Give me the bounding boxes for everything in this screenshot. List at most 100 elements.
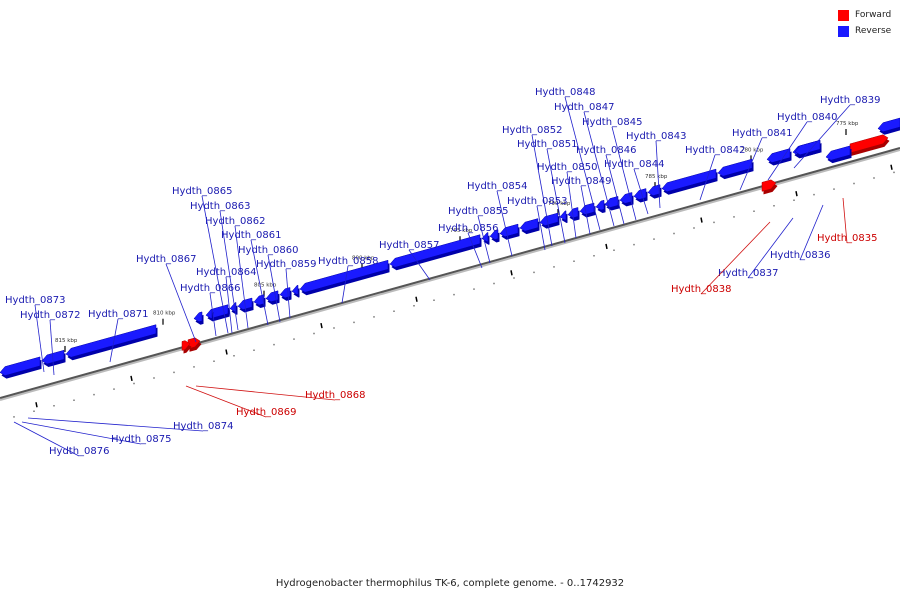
gene-block[interactable] [499,223,519,237]
gene-label[interactable]: Hydth_0849 [551,176,612,187]
gene-label[interactable]: Hydth_0854 [467,181,528,192]
gene-label[interactable]: Hydth_0864 [196,267,257,278]
gene-leader-line [799,204,824,261]
gene-label[interactable]: Hydth_0869 [236,407,297,418]
gene-block[interactable] [291,284,299,295]
gene-label[interactable]: Hydth_0837 [718,268,779,279]
gene-block[interactable] [489,229,499,240]
gene-leader-line [546,148,566,244]
gene-block[interactable] [539,212,559,226]
scale-tick-label: 790 kbp [548,201,571,207]
gene-leader-line [21,421,142,445]
gene-label[interactable]: Hydth_0835 [817,233,878,244]
gene-label[interactable]: Hydth_0839 [820,95,881,106]
gene-block[interactable] [193,311,203,322]
gene-leader-line [580,185,591,235]
gene-block[interactable] [65,324,157,358]
gene-leader-line [185,385,267,418]
gene-leader-line [700,221,771,295]
gene-label[interactable]: Hydth_0836 [770,250,831,261]
gene-label[interactable]: Hydth_0862 [205,216,266,227]
gene-label[interactable]: Hydth_0860 [238,245,299,256]
gene-label[interactable]: Hydth_0866 [180,283,241,294]
gene-leader-line [225,276,233,334]
major-tick [35,402,38,408]
gene-label[interactable]: Hydth_0856 [438,223,499,234]
gene-label[interactable]: Hydth_0876 [49,446,110,457]
gene-block[interactable] [619,192,633,204]
gene-label[interactable]: Hydth_0852 [502,125,563,136]
gene-label[interactable]: Hydth_0873 [5,295,66,306]
gene-leader-line [566,171,577,239]
gene-label[interactable]: Hydth_0855 [448,206,509,217]
gene-block[interactable] [647,184,661,196]
gene-label[interactable]: Hydth_0875 [111,434,172,445]
gene-block[interactable] [481,232,489,242]
gene-leader-line [611,126,637,221]
gene-label[interactable]: Hydth_0838 [671,284,732,295]
scale-tick-label: 800 kbp [352,255,375,261]
gene-labels: Hydth_0835 Hydth_0836 Hydth_0837 Hydth_0838… [5,87,881,457]
gene-label[interactable]: Hydth_0851 [517,139,578,150]
gene-block[interactable] [794,139,821,156]
gene-label[interactable]: Hydth_0842 [685,145,746,156]
gene-label[interactable]: Hydth_0863 [190,201,251,212]
gene-label[interactable]: Hydth_0857 [379,240,440,251]
gene-label[interactable]: Hydth_0872 [20,310,81,321]
gene-block[interactable] [205,308,213,319]
gene-label[interactable]: Hydth_0840 [777,112,838,123]
gene-label[interactable]: Hydth_0858 [318,256,379,267]
gene-leader-line [467,232,483,269]
gene-label[interactable]: Hydth_0847 [554,102,615,113]
gene-block[interactable] [0,356,41,376]
gene-leader-line [13,421,80,457]
gene-leader-line [477,215,491,264]
gene-label[interactable]: Hydth_0867 [136,254,197,265]
gene-label[interactable]: Hydth_0871 [88,309,149,320]
gene-leader-line [699,154,716,201]
gene-label[interactable]: Hydth_0859 [256,259,317,270]
scale-tick-label: 780 kbp [741,147,764,153]
gene-block[interactable] [595,199,605,211]
gene-label[interactable]: Hydth_0853 [507,196,568,207]
gene-leader-line [536,205,546,251]
gene-block[interactable] [633,188,647,200]
gene-block[interactable] [519,218,539,232]
major-tick [700,217,703,223]
gene-leader-line [234,225,249,329]
gene-label[interactable]: Hydth_0868 [305,390,366,401]
gene-block[interactable] [825,145,851,161]
gene-block[interactable] [299,259,389,293]
scale-tick-label: 815 kbp [55,338,78,344]
gene-leader-line [564,96,601,231]
gene-leader-line [201,195,229,334]
gene-leader-line [531,134,553,247]
gene-label[interactable]: Hydth_0874 [173,421,234,432]
gene-block[interactable] [253,294,265,306]
gene-block[interactable] [567,207,579,219]
gene-block[interactable] [661,168,717,192]
gene-label[interactable]: Hydth_0843 [626,131,687,142]
gene-block[interactable] [181,340,191,351]
gene-label[interactable]: Hydth_0841 [732,128,793,139]
legend-reverse: Reverse [838,25,891,37]
major-tick [510,270,513,276]
gene-block[interactable] [389,234,481,268]
gene-label[interactable]: Hydth_0848 [535,87,596,98]
gene-label[interactable]: Hydth_0861 [221,230,282,241]
gene-block[interactable] [877,117,900,132]
gene-label[interactable]: Hydth_0846 [576,145,637,156]
gene-leader-line [165,263,197,343]
gene-label[interactable]: Hydth_0865 [172,186,233,197]
gene-block[interactable] [717,158,753,177]
gene-label[interactable]: Hydth_0844 [604,159,665,170]
gene-label[interactable]: Hydth_0850 [537,162,598,173]
gene-block[interactable] [559,210,567,221]
gene-block[interactable] [579,202,595,215]
major-tick [130,375,133,382]
major-tick [415,296,418,302]
gene-leader-line [209,292,217,337]
gene-label[interactable]: Hydth_0845 [582,117,643,128]
gene-block[interactable] [761,179,777,192]
gene-leader-line [767,121,808,181]
